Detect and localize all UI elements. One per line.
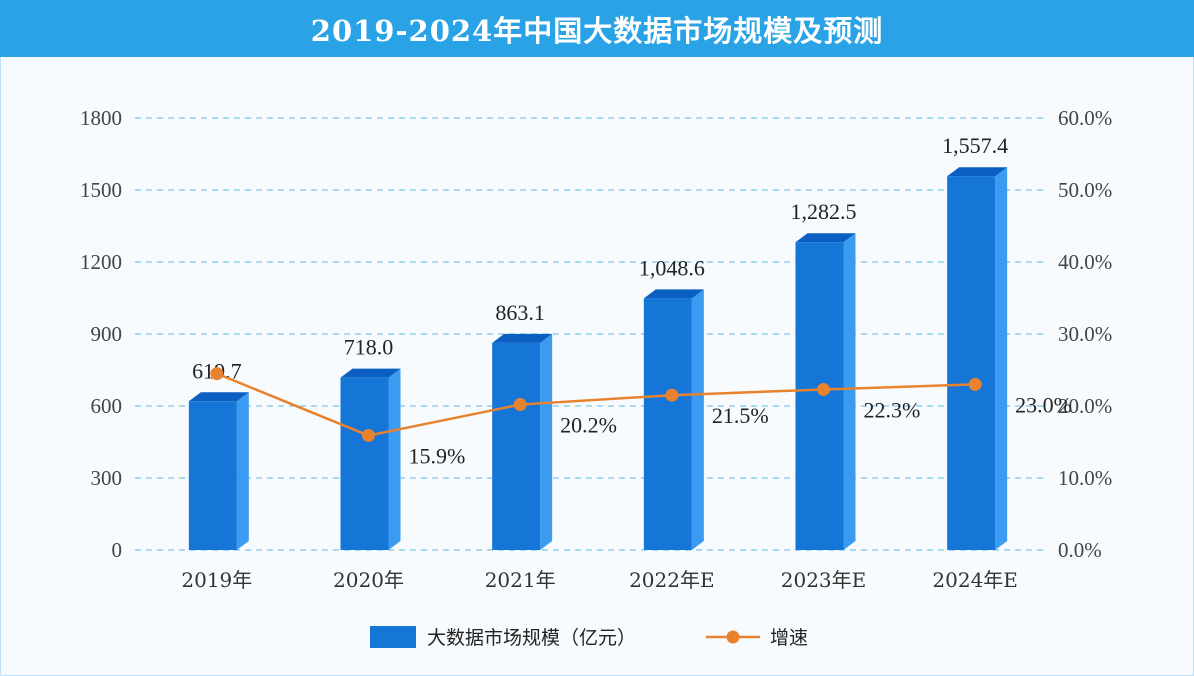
bar-value-label: 1,282.5 [791, 199, 857, 224]
bar [492, 342, 541, 550]
bar-value-label: 863.1 [495, 300, 545, 325]
growth-point [817, 382, 830, 396]
bar-top [188, 392, 249, 402]
bar [947, 176, 996, 550]
bar-value-label: 718.0 [344, 335, 394, 360]
bar-value-label: 1,048.6 [639, 255, 705, 280]
bar [643, 298, 692, 550]
growth-value-label: 22.3% [864, 397, 921, 422]
y-left-tick-label: 1500 [80, 178, 122, 202]
x-tick-label: 2023年E [781, 568, 867, 592]
growth-point [665, 388, 679, 402]
bar-side [388, 368, 401, 550]
y-left-tick-label: 0 [112, 538, 123, 562]
y-right-tick-label: 40.0% [1058, 250, 1112, 274]
bar-value-label: 1,557.4 [942, 133, 1008, 158]
x-tick-label: 2022年E [629, 568, 715, 592]
y-right-tick-label: 50.0% [1058, 178, 1112, 202]
growth-value-label: 15.9% [409, 444, 466, 469]
growth-point [210, 367, 224, 381]
y-left-tick-label: 600 [91, 394, 123, 418]
growth-point [362, 429, 375, 443]
y-right-tick-label: 0.0% [1058, 538, 1102, 562]
bar-side [691, 289, 704, 550]
legend-line-label: 增速 [770, 627, 808, 649]
growth-value-label: 23.0% [1015, 392, 1072, 417]
x-tick-label: 2020年 [333, 568, 404, 592]
x-tick-label: 2021年 [485, 568, 556, 592]
x-tick-label: 2019年 [181, 568, 252, 592]
legend-bar-swatch [370, 626, 416, 648]
bar-top [340, 368, 401, 378]
bar-top [795, 233, 856, 243]
y-right-tick-label: 30.0% [1058, 322, 1112, 346]
growth-point [968, 377, 982, 391]
y-left-tick-label: 1200 [80, 250, 122, 274]
y-left-tick-label: 300 [91, 466, 123, 490]
title-bar: 2019-2024年中国大数据市场规模及预测 [0, 0, 1194, 57]
legend-line-marker [726, 630, 740, 644]
growth-value-label: 21.5% [712, 403, 769, 428]
bar-top [643, 289, 704, 299]
chart-title: 2019-2024年中国大数据市场规模及预测 [310, 13, 884, 48]
x-tick-label: 2024年E [932, 568, 1018, 592]
growth-value-label: 20.2% [560, 413, 617, 438]
bar [795, 242, 844, 550]
bar [340, 377, 389, 550]
bar-top [947, 167, 1008, 177]
y-left-tick-label: 1800 [80, 106, 122, 130]
growth-point [513, 398, 527, 412]
bar-side [843, 233, 856, 550]
legend-bar-label: 大数据市场规模（亿元） [427, 627, 636, 649]
bar-side [236, 392, 249, 550]
bar [188, 401, 237, 550]
bar-side [540, 333, 553, 550]
y-right-tick-label: 60.0% [1058, 106, 1112, 130]
growth-line [216, 372, 976, 437]
y-left-tick-label: 900 [91, 322, 123, 346]
y-right-tick-label: 10.0% [1058, 466, 1112, 490]
bar-top [492, 333, 553, 343]
y-right-tick-label: 20.0% [1058, 394, 1112, 418]
bar-side [995, 167, 1008, 550]
